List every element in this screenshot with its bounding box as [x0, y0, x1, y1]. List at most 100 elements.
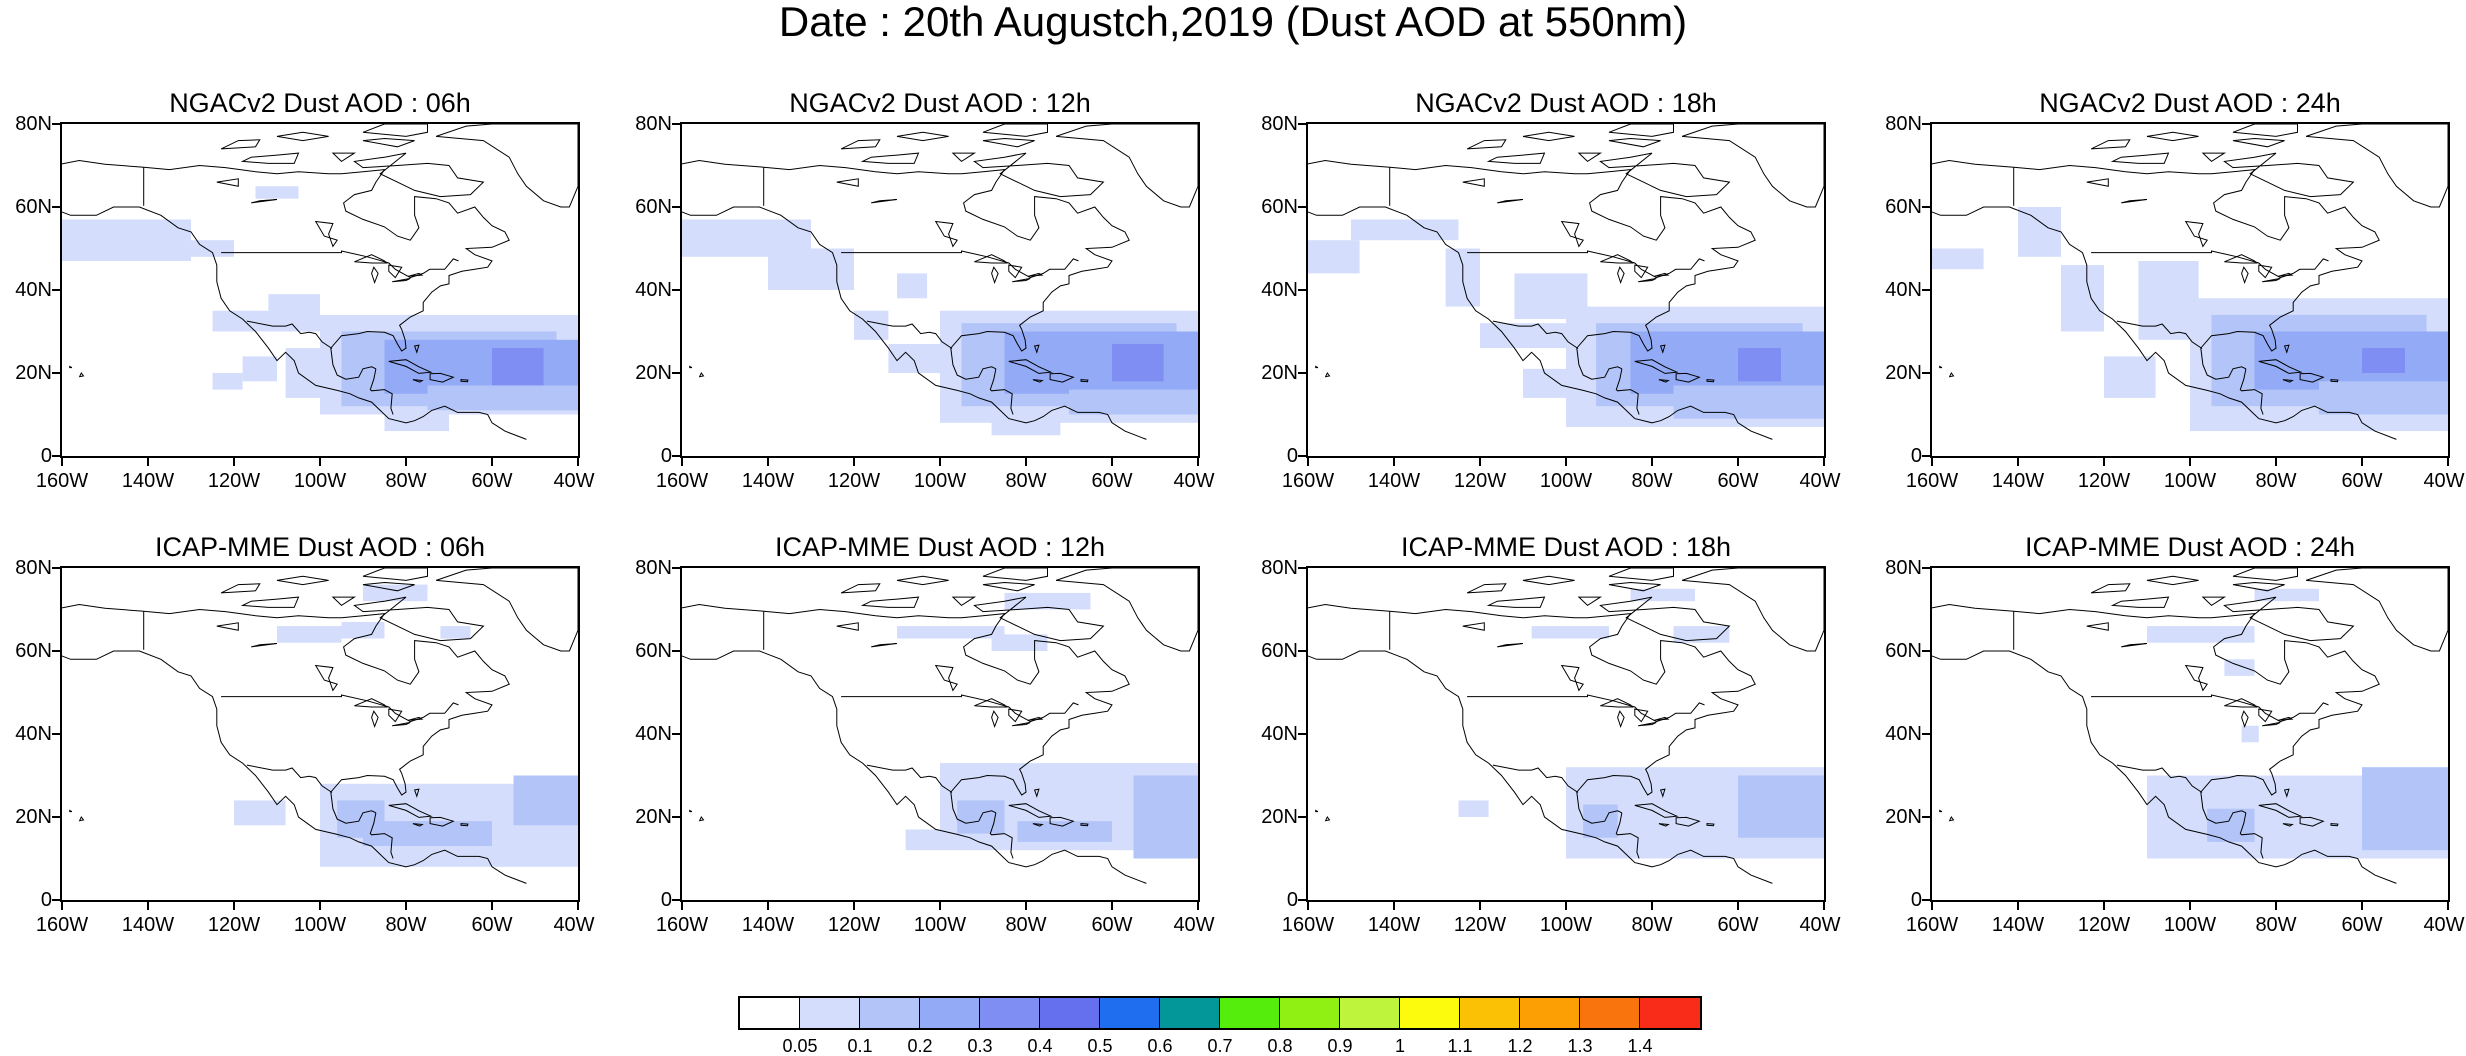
lon-tick [1393, 902, 1395, 910]
dust-aod-cell [1583, 804, 1618, 838]
coastline [371, 266, 379, 284]
coastline [388, 264, 403, 279]
coastline [989, 812, 1014, 859]
coastline [1055, 568, 1198, 652]
coastline [1462, 178, 1485, 187]
lat-tick-label: 20N [635, 806, 672, 828]
map-panel: ICAP-MME Dust AOD : 18h 80N 60N 40N 20N 0 160W… [1246, 532, 1846, 972]
map-frame [1930, 566, 2450, 902]
coastline [2224, 254, 2258, 264]
lon-tick [147, 458, 149, 466]
coastline [388, 803, 433, 818]
lon-tick [1393, 458, 1395, 466]
coastline [251, 643, 278, 648]
dust-aod-cell [905, 829, 940, 851]
lat-tick-label: 20N [1885, 362, 1922, 384]
lat-tick-label: 0 [1910, 889, 1922, 911]
coastline [1008, 708, 1023, 723]
coastline [2184, 664, 2208, 692]
coastline [1466, 583, 1507, 594]
dust-aod-cell [1480, 323, 1566, 349]
lon-tick-label: 160W [1281, 914, 1335, 936]
coastline [1032, 823, 1044, 827]
lon-tick-label: 100W [913, 470, 967, 492]
map-canvas [62, 124, 578, 440]
lat-tick [52, 455, 60, 457]
dust-aod-cell [492, 348, 544, 386]
lat-tick [672, 206, 680, 208]
lat-tick [52, 816, 60, 818]
colorbar-swatch [1340, 998, 1400, 1028]
lon-tick [1111, 902, 1113, 910]
lon-tick-label: 60W [471, 914, 513, 936]
lat-tick-label: 20N [15, 362, 52, 384]
lat-tick-label: 40N [15, 279, 52, 301]
coastline [2232, 581, 2285, 592]
coastline [1634, 803, 1679, 818]
coastline [216, 178, 239, 187]
coastline [860, 152, 920, 164]
lon-tick-label: 40W [2423, 914, 2465, 936]
coastline [840, 583, 881, 594]
lon-tick [2189, 902, 2191, 910]
coastline [388, 359, 433, 374]
lon-tick [61, 458, 63, 466]
lon-tick-label: 140W [121, 914, 175, 936]
coastline [934, 220, 958, 248]
coastline [1497, 199, 1524, 204]
lat-tick-label: 0 [40, 445, 52, 467]
coastline [1638, 277, 1657, 283]
lon-tick [1565, 458, 1567, 466]
lon-tick [767, 458, 769, 466]
coastline [1012, 721, 1031, 727]
map-panel: NGACv2 Dust AOD : 18h 80N 60N 40N 20N 0 160W 14… [1246, 88, 1846, 528]
colorbar-label: 1 [1394, 1036, 1406, 1056]
coastline [1948, 372, 1955, 378]
colorbar-swatch [920, 998, 980, 1028]
dust-aod-cell [1932, 248, 1984, 270]
lat-tick [1922, 733, 1930, 735]
border-line [866, 764, 953, 793]
dust-aod-cell [277, 626, 342, 643]
colorbar-swatch [800, 998, 860, 1028]
coastline [991, 266, 999, 284]
lon-tick [491, 902, 493, 910]
coastline [2258, 803, 2303, 818]
coastline [982, 581, 1035, 592]
map-frame [1930, 122, 2450, 458]
lon-tick-label: 40W [1173, 914, 1215, 936]
coastline [78, 816, 85, 822]
lon-tick [1025, 902, 1027, 910]
dust-aod-cell [212, 373, 243, 390]
lon-tick [1931, 902, 1933, 910]
colorbar-swatch [1040, 998, 1100, 1028]
coastline [1675, 372, 1701, 383]
coastline [412, 823, 424, 827]
lat-tick [1922, 206, 1930, 208]
lat-tick-label: 20N [1261, 806, 1298, 828]
lat-tick-label: 80N [1261, 557, 1298, 579]
coastline [1027, 716, 1044, 721]
lon-tick-label: 80W [385, 914, 427, 936]
coastline [220, 583, 261, 594]
coastline [2232, 124, 2298, 137]
lon-tick-label: 140W [1991, 470, 2045, 492]
coastline [435, 124, 578, 208]
lon-tick [147, 902, 149, 910]
coastline [2277, 716, 2294, 721]
coastline [836, 622, 859, 631]
coastline [1681, 568, 1824, 652]
coastline [1599, 596, 1731, 642]
lon-tick-label: 40W [1173, 470, 1215, 492]
lat-tick-label: 60N [635, 196, 672, 218]
dust-aod-cell [2061, 265, 2104, 332]
coastline [1466, 139, 1507, 150]
coastline [1055, 124, 1198, 208]
lat-tick-label: 60N [1885, 640, 1922, 662]
colorbar-label: 0.05 [782, 1036, 818, 1056]
lat-tick-label: 60N [1261, 196, 1298, 218]
coastline [934, 664, 958, 692]
lon-tick-label: 80W [1005, 470, 1047, 492]
coastline [2258, 708, 2273, 723]
lon-tick [319, 458, 321, 466]
